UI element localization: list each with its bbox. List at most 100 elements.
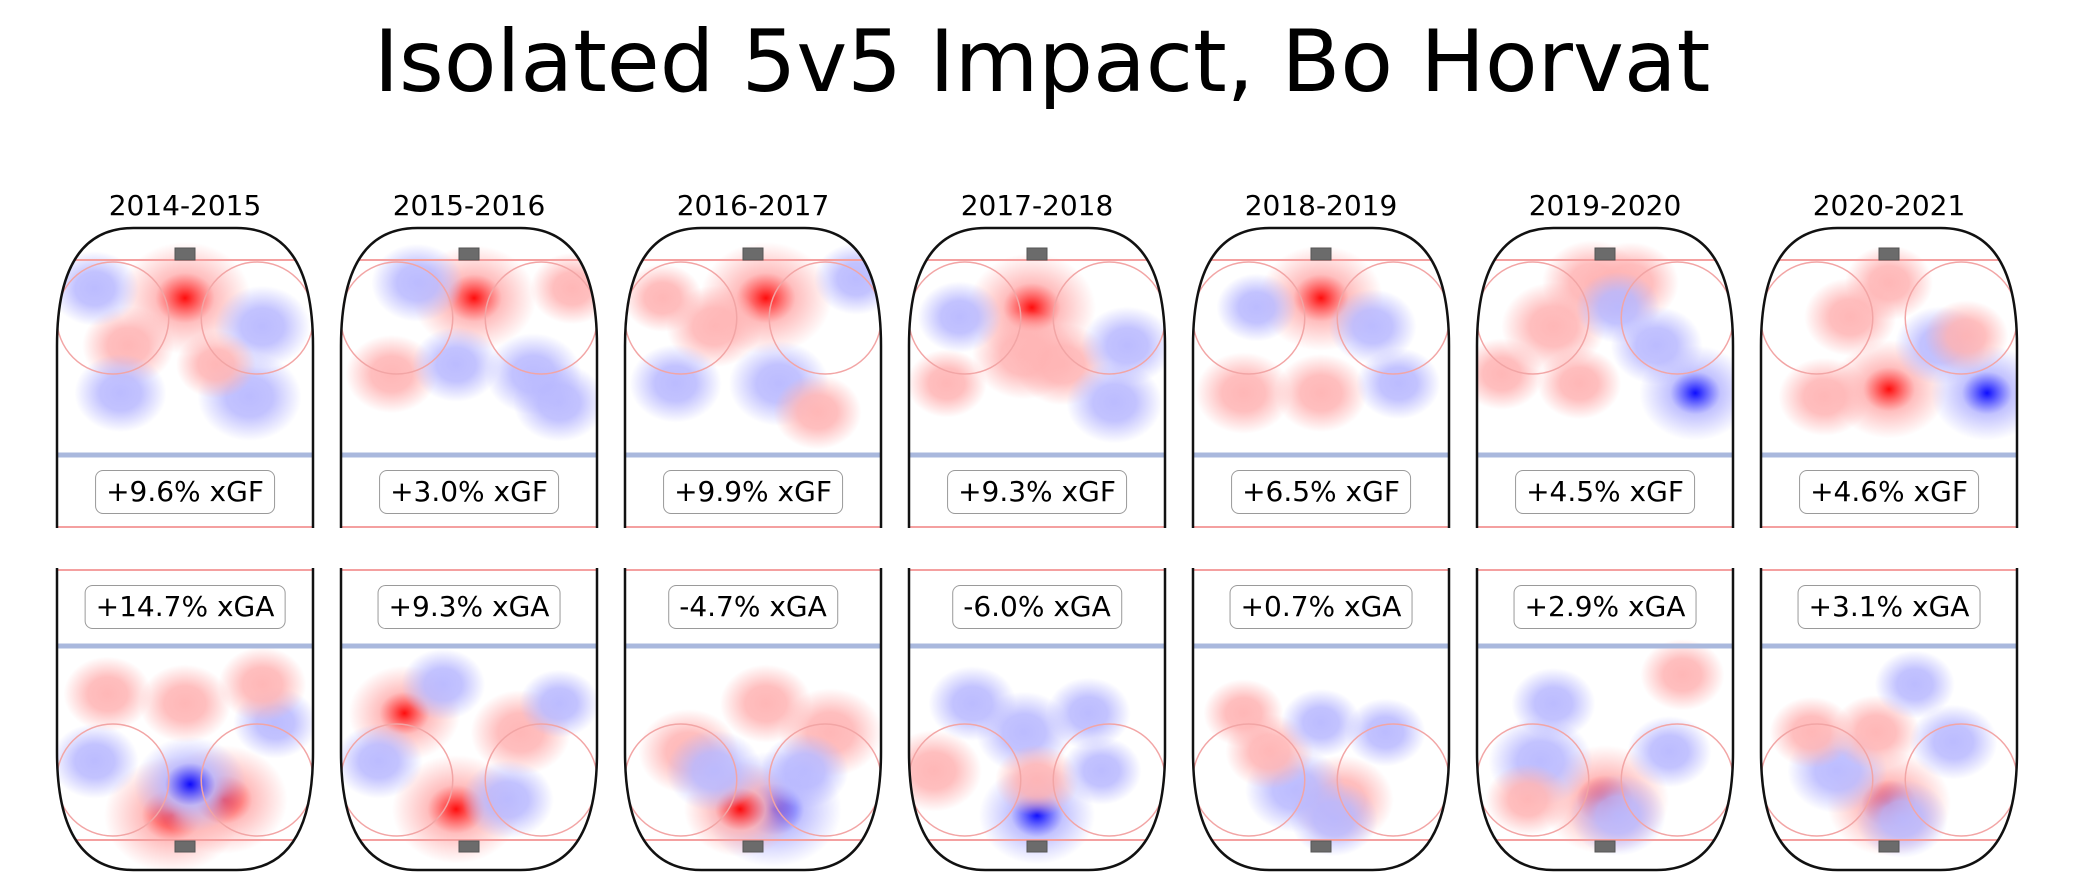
negative-hotspot xyxy=(1511,667,1596,740)
negative-hotspot xyxy=(1575,271,1660,344)
positive-hotspot xyxy=(773,374,862,450)
positive-hotspot xyxy=(908,349,987,418)
goal-net xyxy=(174,247,196,261)
goal-net xyxy=(1594,840,1616,853)
negative-hotspot xyxy=(760,733,849,809)
negative-hotspot xyxy=(1281,688,1361,757)
positive-hotspot xyxy=(1476,338,1544,410)
negative-hotspot xyxy=(1874,650,1955,719)
positive-hotspot xyxy=(218,647,307,722)
xga-label: +9.3% xGA xyxy=(377,585,561,629)
xgf-label: +3.0% xGF xyxy=(379,470,559,514)
positive-hotspot xyxy=(1924,300,2009,372)
goal-net xyxy=(174,840,196,853)
season-label: 2020-2021 xyxy=(1812,189,1966,222)
negative-hotspot xyxy=(1855,779,1948,858)
rink-boards xyxy=(339,226,599,528)
rink-boards xyxy=(55,226,315,528)
rink-boards xyxy=(1759,568,2019,872)
negative-hotspot xyxy=(1345,698,1426,767)
offense-heatmap xyxy=(55,226,315,528)
season-label: 2015-2016 xyxy=(392,189,546,222)
goal-net xyxy=(1310,247,1332,261)
negative-hotspot xyxy=(519,669,598,738)
rink-boards xyxy=(907,568,1167,872)
negative-hotspot xyxy=(1061,736,1142,805)
negative-hotspot xyxy=(56,723,139,799)
season-label: 2017-2018 xyxy=(960,189,1114,222)
season-panel: 2016-2017 +9.9% xGF -4.7% xGA xyxy=(623,180,883,880)
negative-hotspot xyxy=(666,730,763,812)
season-panel: 2014-2015 +9.6% xGF +14.7% xGA xyxy=(55,180,315,880)
rink-boards xyxy=(1475,568,1735,872)
negative-hotspot xyxy=(1356,347,1441,420)
xgf-label: +4.6% xGF xyxy=(1799,470,1979,514)
season-panel: 2019-2020 +4.5% xGF +2.9% xGA xyxy=(1475,180,1735,880)
rink-boards xyxy=(1475,226,1735,528)
negative-hotspot xyxy=(461,760,554,839)
negative-hotspot xyxy=(1046,677,1131,749)
rink-boards xyxy=(623,226,883,528)
negative-hotspot xyxy=(1328,289,1417,364)
rink-boards xyxy=(907,226,1167,528)
xgf-label: +9.3% xGF xyxy=(947,470,1127,514)
positive-hotspot xyxy=(175,330,256,399)
negative-hotspot xyxy=(134,736,247,832)
positive-hotspot xyxy=(1537,347,1622,420)
negative-hotspot xyxy=(74,353,167,433)
season-panel: 2020-2021 +4.6% xGF +3.1% xGA xyxy=(1759,180,2019,880)
negative-hotspot xyxy=(1627,715,1712,788)
season-label: 2019-2020 xyxy=(1528,189,1682,222)
positive-hotspot xyxy=(1203,679,1284,748)
positive-hotspot xyxy=(995,744,1079,817)
goal-net xyxy=(742,247,764,261)
negative-hotspot xyxy=(917,281,1002,353)
season-label: 2018-2019 xyxy=(1244,189,1398,222)
chart-title: Isolated 5v5 Impact, Bo Horvat xyxy=(373,12,1711,112)
xgf-label: +6.5% xGF xyxy=(1231,470,1411,514)
xgf-label: +9.9% xGF xyxy=(663,470,843,514)
offense-heatmap xyxy=(1191,226,1451,528)
defense-heatmap xyxy=(623,568,883,872)
positive-hotspot xyxy=(1275,353,1367,433)
rink-boards xyxy=(1759,226,2019,528)
xga-label: +14.7% xGA xyxy=(84,585,286,629)
positive-hotspot xyxy=(908,730,982,812)
rink-boards xyxy=(339,568,599,872)
season-label: 2014-2015 xyxy=(108,189,262,222)
positive-hotspot xyxy=(63,656,152,732)
xga-label: +0.7% xGA xyxy=(1229,585,1413,629)
positive-hotspot xyxy=(1845,245,1933,321)
rink-boards xyxy=(623,568,883,872)
negative-hotspot xyxy=(412,327,501,402)
rink-boards xyxy=(55,568,315,872)
xga-label: -6.0% xGA xyxy=(952,585,1122,629)
positive-hotspot xyxy=(1195,352,1292,434)
goal-net xyxy=(458,840,480,853)
xgf-label: +9.6% xGF xyxy=(95,470,275,514)
positive-hotspot xyxy=(530,252,598,325)
season-panel: 2018-2019 +6.5% xGF +0.7% xGA xyxy=(1191,180,1451,880)
negative-hotspot xyxy=(1289,781,1378,857)
goal-net xyxy=(1878,840,1900,853)
negative-hotspot xyxy=(401,648,486,721)
goal-net xyxy=(742,840,764,853)
goal-net xyxy=(1026,840,1048,853)
negative-hotspot xyxy=(340,723,423,799)
negative-hotspot xyxy=(371,243,464,322)
negative-hotspot xyxy=(1216,273,1297,342)
positive-hotspot xyxy=(139,664,231,743)
negative-hotspot xyxy=(513,363,598,442)
xgf-label: +4.5% xGF xyxy=(1515,470,1695,514)
negative-hotspot xyxy=(56,251,139,326)
season-panel: 2015-2016 +3.0% xGF +9.3% xGA xyxy=(339,180,599,880)
goal-net xyxy=(1026,247,1048,261)
positive-hotspot xyxy=(1778,357,1871,436)
season-panel: 2017-2018 +9.3% xGF -6.0% xGA xyxy=(907,180,1167,880)
xga-label: +2.9% xGA xyxy=(1513,585,1697,629)
positive-hotspot xyxy=(624,264,703,332)
xga-label: -4.7% xGA xyxy=(668,585,838,629)
positive-hotspot xyxy=(1769,696,1854,769)
negative-hotspot xyxy=(814,243,882,315)
xga-label: +3.1% xGA xyxy=(1797,585,1981,629)
